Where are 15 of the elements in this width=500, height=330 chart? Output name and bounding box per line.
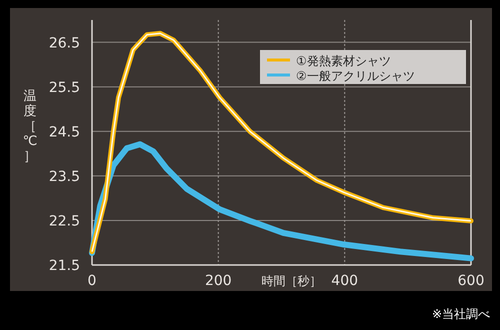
x-tick-label: 400 — [331, 273, 358, 289]
y-tick-label: 26.5 — [48, 35, 80, 52]
legend-label: ②一般アクリルシャツ — [296, 69, 415, 83]
x-tick-label: 200 — [204, 273, 232, 289]
y-tick-label: 21.5 — [48, 258, 80, 274]
x-tick-label: 0 — [88, 273, 96, 289]
y-tick-label: 24.5 — [48, 124, 80, 140]
legend-label: ①発熱素材シャツ — [296, 54, 391, 68]
y-tick-label: 22.5 — [48, 213, 80, 230]
y-tick-label: 25.5 — [48, 80, 80, 96]
y-tick-label: 23.5 — [48, 168, 80, 185]
x-tick-label: 600 — [458, 273, 484, 289]
x-axis-title: 時間［秒］ — [262, 274, 322, 288]
y-axis-title: 温度［℃］ — [22, 89, 38, 164]
text: ※当社調べ — [432, 307, 490, 321]
